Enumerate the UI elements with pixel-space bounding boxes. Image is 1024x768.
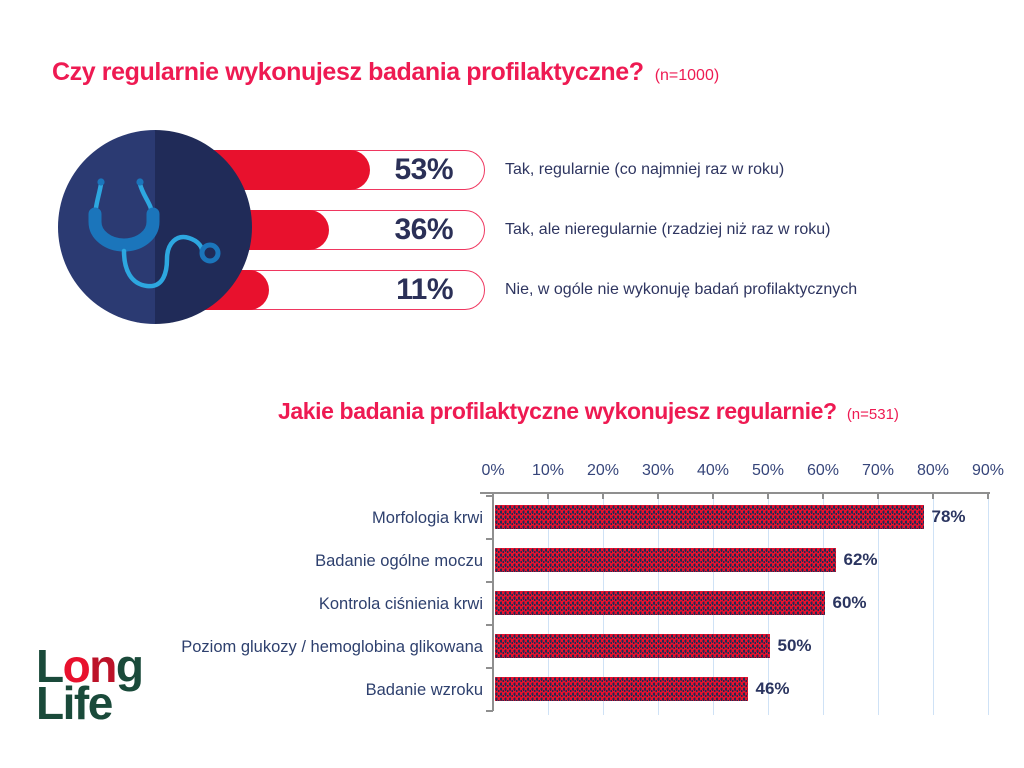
x-axis-label: 30% — [641, 462, 675, 479]
survey1-row: 53% Tak, regularnie (co najmniej raz w ro… — [163, 150, 1003, 190]
gridline — [987, 493, 989, 715]
survey1-answer-label: Tak, regularnie (co najmniej raz w roku) — [505, 161, 785, 178]
survey2-title-text: Jakie badania profilaktyczne wykonujesz … — [278, 398, 837, 424]
x-axis-label: 50% — [751, 462, 785, 479]
logo-letter: L — [36, 640, 64, 692]
x-axis-tick — [602, 493, 604, 499]
x-axis-label: 80% — [916, 462, 950, 479]
survey1-sample-size: (n=1000) — [654, 67, 720, 84]
category-label: Morfologia krwi — [372, 509, 483, 527]
longlife-logo: Long Life — [36, 643, 144, 729]
gridline — [932, 493, 934, 715]
survey1-row: 11% Nie, w ogóle nie wykonuję badań profi… — [163, 270, 1003, 310]
x-axis-tick — [547, 493, 549, 499]
logo-letter: n — [89, 640, 117, 692]
bar: 46% — [494, 677, 790, 701]
x-axis-tick — [657, 493, 659, 499]
x-axis-tick — [712, 493, 714, 499]
x-axis-label: 0% — [481, 462, 505, 479]
logo-letter: o — [62, 640, 91, 692]
x-axis-label: 40% — [696, 462, 730, 479]
x-axis-label: 20% — [586, 462, 620, 479]
survey1-value-label: 53% — [394, 153, 453, 186]
x-axis-tick — [877, 493, 879, 499]
bar-value-label: 50% — [777, 636, 812, 655]
bar: 62% — [494, 548, 878, 572]
y-axis-tick — [486, 710, 493, 712]
survey1-rows: 53% Tak, regularnie (co najmniej raz w ro… — [163, 150, 1003, 310]
x-axis-tick — [932, 493, 934, 499]
survey2-category-labels: Morfologia krwi Badanie ogólne moczu Kontr… — [150, 495, 483, 711]
survey2-title: Jakie badania profilaktyczne wykonujesz … — [278, 398, 899, 425]
bar: 50% — [494, 634, 812, 658]
y-axis-tick — [486, 538, 493, 540]
logo-letter: g — [115, 640, 144, 692]
bar-value-label: 78% — [931, 507, 966, 526]
bar-value-label: 60% — [832, 593, 867, 612]
survey1-value-label: 36% — [394, 213, 453, 246]
survey1-title: Czy regularnie wykonujesz badania profil… — [52, 58, 719, 87]
logo-word-long: Long — [36, 643, 144, 689]
stethoscope-badge — [58, 130, 252, 324]
category-label: Badanie wzroku — [365, 681, 483, 699]
gridline — [877, 493, 879, 715]
y-axis-tick — [486, 624, 493, 626]
y-axis-tick — [486, 495, 493, 497]
y-axis-line — [492, 493, 494, 711]
bar-value-label: 62% — [843, 550, 878, 569]
survey2-x-axis-labels: 0% 10% 20% 30% 40% 50% 60% 70% 80% 90% — [481, 462, 1004, 484]
survey1-answer-label: Tak, ale nieregularnie (rzadziej niż raz… — [505, 221, 831, 238]
x-axis-tick — [987, 493, 989, 499]
bar-value-label: 46% — [755, 679, 790, 698]
category-label: Kontrola ciśnienia krwi — [318, 595, 483, 613]
survey1-title-text: Czy regularnie wykonujesz badania profil… — [52, 58, 644, 86]
survey1-value-label: 11% — [396, 273, 453, 306]
logo-word-life: Life — [36, 677, 113, 729]
category-label: Poziom glukozy / hemoglobina glikowana — [181, 638, 483, 656]
stethoscope-icon — [88, 178, 221, 289]
y-axis-tick — [486, 667, 493, 669]
x-axis-label: 60% — [806, 462, 840, 479]
category-label: Badanie ogólne moczu — [315, 552, 483, 570]
bar: 60% — [494, 591, 867, 615]
survey2-plot-area: 78% 62% 60% 50% 46% — [480, 492, 990, 715]
x-axis-line — [480, 492, 990, 494]
survey1-row: 36% Tak, ale nieregularnie (rzadziej niż … — [163, 210, 1003, 250]
x-axis-label: 10% — [531, 462, 565, 479]
x-axis-tick — [822, 493, 824, 499]
bar: 78% — [494, 505, 966, 529]
x-axis-label: 90% — [971, 462, 1005, 479]
survey1-answer-label: Nie, w ogóle nie wykonuję badań profilak… — [505, 281, 858, 298]
survey2-sample-size: (n=531) — [846, 406, 899, 423]
x-axis-label: 70% — [861, 462, 895, 479]
x-axis-tick — [767, 493, 769, 499]
y-axis-tick — [486, 581, 493, 583]
